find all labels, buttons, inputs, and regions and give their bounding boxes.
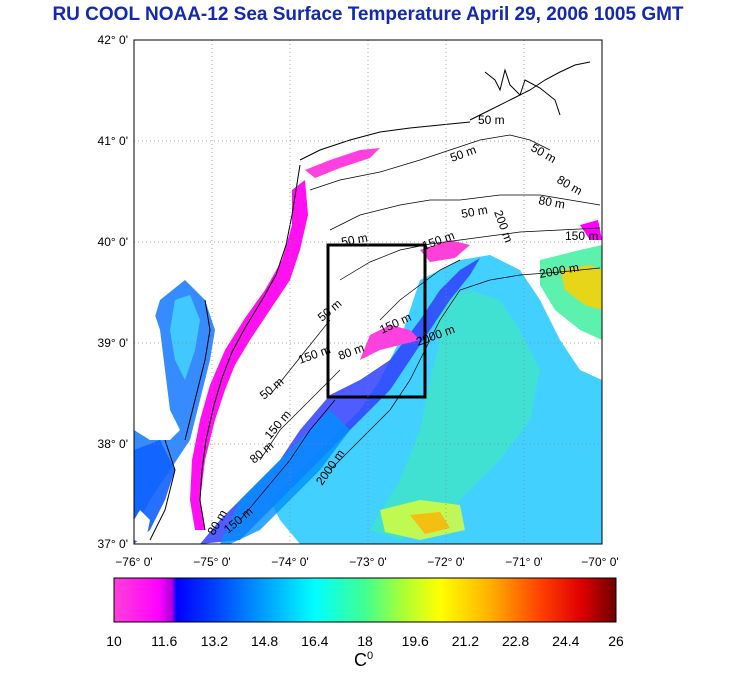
colorbar-tick-label: 24.4 xyxy=(552,633,579,649)
lat-label: 41° 0' xyxy=(98,134,128,148)
colorbar-tick-label: 19.6 xyxy=(402,633,429,649)
sst-gulfstream-core xyxy=(560,265,602,310)
lon-label: −71° 0' xyxy=(505,555,542,569)
land-new-england xyxy=(134,40,602,290)
lon-label: −74° 0' xyxy=(271,555,308,569)
contour-label: 80 m xyxy=(537,193,566,211)
contour-150m xyxy=(339,227,601,281)
contour-80m xyxy=(329,194,601,231)
lat-label: 39° 0' xyxy=(98,336,128,350)
contour-label: 50 m xyxy=(340,231,369,249)
colorbar-unit: C0 xyxy=(354,650,373,671)
contour-2000m xyxy=(329,267,601,471)
sst-magenta-patch-ne xyxy=(580,220,602,240)
colorbar-tick-label: 21.2 xyxy=(452,633,479,649)
contour-label: 50 m xyxy=(460,203,489,221)
colorbar-ticks: 10 11.6 13.2 14.8 16.4 18 19.6 21.2 22.8 24.4 26 xyxy=(106,633,624,649)
plot-frame xyxy=(133,39,603,545)
contour-label: 50 m xyxy=(478,113,505,127)
map-title: RU COOL NOAA-12 Sea Surface Temperature … xyxy=(52,4,684,25)
colorbar-tick-label: 14.8 xyxy=(251,633,278,649)
colorbar-tick-label: 13.2 xyxy=(201,633,228,649)
study-area-box xyxy=(326,243,427,399)
lon-label: −76° 0' xyxy=(115,555,152,569)
coast-delaware xyxy=(184,299,211,441)
coast-chesapeake xyxy=(149,439,176,541)
coast-nj xyxy=(199,164,301,531)
colorbar-tick-label: 10 xyxy=(106,633,122,649)
colorbar-tick-label: 22.8 xyxy=(502,633,529,649)
colorbar-tick-label: 18 xyxy=(357,633,373,649)
contour-200m-inner xyxy=(379,259,461,321)
lon-label: −72° 0' xyxy=(427,555,464,569)
colorbar-tick-label: 26 xyxy=(608,633,624,649)
lat-label: 38° 0' xyxy=(98,437,128,451)
contour-label: 150 m xyxy=(565,229,598,243)
lon-label: −70° 0' xyxy=(581,555,618,569)
longitude-axis: −76° 0' −75° 0' −74° 0' −73° 0' −72° 0' … xyxy=(115,555,618,569)
lon-label: −75° 0' xyxy=(193,555,230,569)
lon-label: −73° 0' xyxy=(349,555,386,569)
sst-warm-orange xyxy=(410,512,450,534)
contour-label: 2000 m xyxy=(538,260,580,281)
colorbar xyxy=(113,577,617,623)
sst-field xyxy=(134,40,602,544)
coastlines xyxy=(149,61,591,541)
sst-long-island-magenta xyxy=(305,148,380,178)
sst-offshore-green xyxy=(370,290,540,540)
contour-50m-south xyxy=(269,319,331,396)
land-delmarva xyxy=(134,290,180,440)
latitude-axis: 42° 0' 41° 0' 40° 0' 39° 0' 38° 0' 37° 0… xyxy=(98,33,128,551)
colorbar-tick-label: 16.4 xyxy=(301,633,328,649)
sst-box-magenta xyxy=(360,325,420,360)
sst-magenta-patch-east xyxy=(420,240,470,262)
graticule xyxy=(134,40,602,544)
unit-sup: 0 xyxy=(367,650,374,662)
lat-label: 40° 0' xyxy=(98,235,128,249)
lat-label: 42° 0' xyxy=(98,33,128,47)
sst-delaware-bay-inner xyxy=(170,295,200,380)
contour-50m xyxy=(309,134,551,191)
coast-ne-detail xyxy=(484,68,561,116)
unit-base: C xyxy=(354,650,367,670)
coast-long-island xyxy=(299,121,471,161)
sst-shelf-mid xyxy=(220,410,350,544)
coast-ma xyxy=(469,61,591,121)
lat-label: 37° 0' xyxy=(98,537,128,551)
land-virginia xyxy=(134,510,150,544)
colorbar-tick-label: 11.6 xyxy=(151,633,177,649)
